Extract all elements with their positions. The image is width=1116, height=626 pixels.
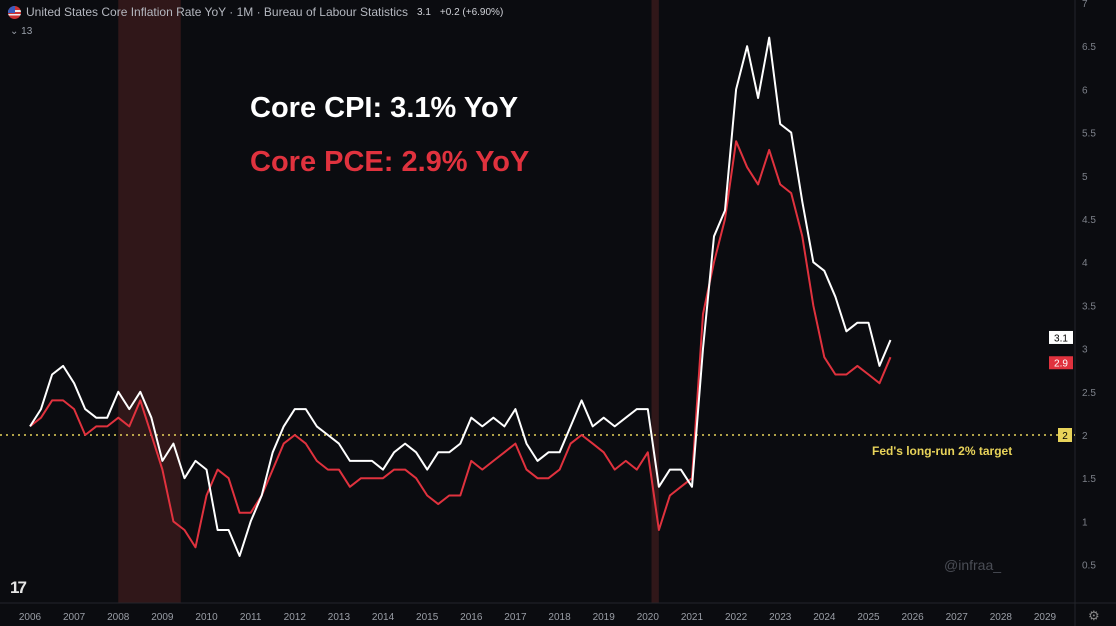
- x-tick-label: 2018: [548, 612, 571, 623]
- us-flag-icon: [8, 5, 21, 19]
- last-value: 3.1: [417, 6, 431, 18]
- y-tick-label: 6: [1082, 85, 1088, 96]
- y-tick-label: 1: [1082, 517, 1088, 528]
- x-tick-label: 2028: [990, 612, 1013, 623]
- x-tick-label: 2024: [813, 612, 836, 623]
- y-tick-label: 5: [1082, 172, 1088, 183]
- y-tick-label: 6.5: [1082, 42, 1096, 53]
- chart-header: United States Core Inflation Rate YoY · …: [8, 5, 503, 19]
- series-line-core-pce: [29, 140, 892, 549]
- last-value-badge: [1049, 356, 1073, 370]
- x-tick-label: 2006: [19, 612, 42, 623]
- y-tick-label: 2: [1082, 431, 1088, 442]
- y-tick-label: 0.5: [1082, 561, 1096, 572]
- y-tick-label: 7: [1082, 0, 1088, 10]
- x-tick-label: 2012: [284, 612, 307, 623]
- x-tick-label: 2011: [240, 612, 262, 623]
- x-tick-label: 2025: [857, 612, 880, 623]
- y-tick-label: 2.5: [1082, 388, 1096, 399]
- x-tick-label: 2029: [1034, 612, 1057, 623]
- x-tick-label: 2016: [460, 612, 483, 623]
- recession-band: [651, 0, 659, 603]
- x-tick-label: 2010: [195, 612, 218, 623]
- target-label: Fed's long-run 2% target: [872, 444, 1013, 458]
- x-tick-label: 2017: [504, 612, 527, 623]
- pce-annotation: Core PCE: 2.9% YoY: [250, 146, 530, 178]
- x-tick-label: 2020: [637, 612, 660, 623]
- x-tick-label: 2019: [593, 612, 616, 623]
- x-tick-label: 2026: [901, 612, 924, 623]
- change-value: +0.2 (+6.90%): [439, 6, 504, 18]
- y-tick-label: 5.5: [1082, 129, 1096, 140]
- cpi-annotation: Core CPI: 3.1% YoY: [250, 92, 519, 124]
- symbol-title[interactable]: United States Core Inflation Rate YoY · …: [26, 5, 408, 19]
- settings-icon[interactable]: ⚙: [1088, 608, 1100, 623]
- y-tick-label: 3: [1082, 345, 1088, 356]
- target-axis-label: 2: [1062, 431, 1068, 442]
- y-tick-label: 4: [1082, 258, 1088, 269]
- watermark: @infraa_: [944, 557, 1002, 573]
- y-tick-label: 3.5: [1082, 301, 1096, 312]
- tradingview-logo[interactable]: 17: [10, 578, 27, 597]
- indicators-count: 13: [21, 26, 33, 37]
- x-tick-label: 2009: [151, 612, 174, 623]
- x-tick-label: 2015: [416, 612, 439, 623]
- x-tick-label: 2008: [107, 612, 130, 623]
- x-tick-label: 2014: [372, 612, 395, 623]
- last-value-label: 3.1: [1054, 333, 1068, 344]
- y-tick-label: 1.5: [1082, 474, 1096, 485]
- x-tick-label: 2021: [681, 612, 704, 623]
- x-tick-label: 2007: [63, 612, 86, 623]
- x-tick-label: 2022: [725, 612, 748, 623]
- indicators-toggle[interactable]: ⌄ 13: [10, 26, 33, 37]
- last-value-label: 2.9: [1054, 359, 1068, 370]
- x-tick-label: 2027: [946, 612, 969, 623]
- x-tick-label: 2013: [328, 612, 351, 623]
- series-line-core-cpi: [29, 36, 892, 557]
- x-tick-label: 2023: [769, 612, 792, 623]
- last-value-badge: [1049, 330, 1073, 344]
- target-axis-badge: [1058, 428, 1072, 442]
- y-tick-label: 4.5: [1082, 215, 1096, 226]
